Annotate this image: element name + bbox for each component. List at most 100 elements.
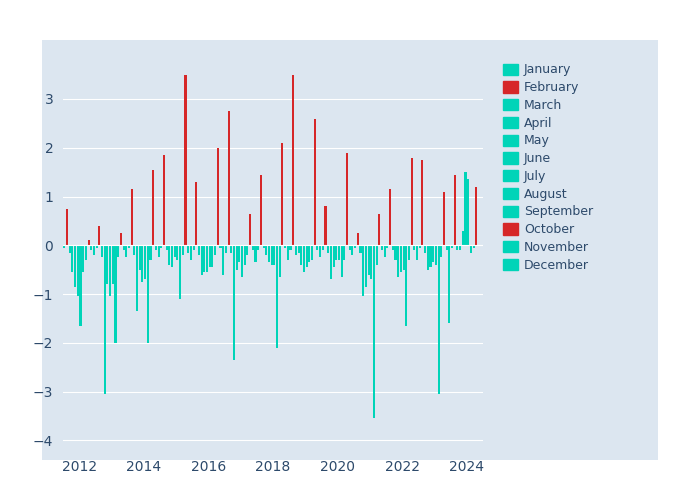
Bar	[397, 245, 399, 277]
Bar	[392, 245, 394, 250]
Bar	[158, 245, 160, 258]
Bar	[90, 245, 92, 250]
Bar	[117, 245, 119, 258]
Bar	[96, 245, 98, 248]
Bar	[136, 245, 138, 311]
Bar	[440, 245, 442, 258]
Bar	[209, 245, 211, 267]
Bar	[120, 233, 122, 245]
Bar	[411, 158, 413, 245]
Bar	[351, 245, 354, 255]
Bar	[381, 245, 383, 250]
Bar	[435, 245, 437, 265]
Bar	[144, 245, 146, 280]
Bar	[152, 170, 154, 245]
Bar	[176, 245, 178, 260]
Bar	[98, 226, 100, 245]
Bar	[376, 245, 378, 265]
Bar	[271, 245, 273, 265]
Bar	[443, 192, 445, 245]
Bar	[88, 240, 90, 245]
Bar	[330, 245, 332, 280]
Bar	[252, 245, 254, 250]
Bar	[101, 245, 103, 258]
Bar	[314, 118, 316, 245]
Bar	[384, 245, 386, 258]
Bar	[265, 245, 267, 255]
Bar	[193, 245, 195, 250]
Bar	[104, 245, 106, 394]
Bar	[182, 245, 184, 255]
Bar	[465, 172, 466, 245]
Bar	[163, 155, 165, 245]
Bar	[203, 245, 205, 272]
Bar	[268, 245, 270, 262]
Bar	[386, 245, 389, 248]
Bar	[311, 245, 313, 260]
Bar	[77, 245, 79, 296]
Bar	[346, 152, 348, 245]
Bar	[260, 174, 262, 245]
Bar	[402, 245, 405, 270]
Bar	[71, 245, 74, 272]
Bar	[279, 245, 281, 277]
Bar	[122, 245, 125, 250]
Bar	[427, 245, 429, 270]
Bar	[343, 245, 345, 260]
Bar	[430, 245, 431, 267]
Bar	[139, 245, 141, 270]
Bar	[400, 245, 402, 272]
Bar	[174, 245, 176, 258]
Bar	[190, 245, 192, 260]
Bar	[201, 245, 203, 274]
Bar	[166, 245, 168, 250]
Bar	[306, 245, 308, 267]
Bar	[308, 245, 310, 262]
Bar	[454, 174, 456, 245]
Bar	[446, 245, 448, 250]
Bar	[241, 245, 243, 277]
Bar	[408, 245, 410, 260]
Bar	[34, 196, 36, 245]
Bar	[470, 245, 472, 252]
Bar	[185, 74, 186, 245]
Bar	[255, 245, 256, 262]
Bar	[106, 245, 108, 284]
Bar	[211, 245, 214, 267]
Bar	[228, 111, 230, 245]
Bar	[222, 245, 224, 274]
Bar	[413, 245, 415, 250]
Bar	[290, 245, 291, 250]
Bar	[456, 245, 459, 250]
Bar	[295, 245, 297, 255]
Bar	[475, 186, 477, 245]
Bar	[220, 245, 221, 248]
Bar	[195, 182, 197, 245]
Bar	[115, 245, 116, 343]
Bar	[58, 245, 60, 250]
Bar	[327, 245, 329, 252]
Bar	[316, 245, 319, 250]
Bar	[262, 245, 265, 248]
Bar	[335, 245, 337, 260]
Bar	[373, 245, 375, 418]
Bar	[236, 245, 238, 270]
Bar	[298, 245, 300, 252]
Bar	[131, 189, 133, 245]
Bar	[389, 189, 391, 245]
Bar	[319, 245, 321, 258]
Bar	[368, 245, 370, 274]
Bar	[125, 245, 127, 258]
Bar	[93, 245, 95, 255]
Bar	[419, 245, 421, 248]
Bar	[459, 245, 461, 250]
Bar	[362, 245, 364, 296]
Bar	[341, 245, 343, 277]
Bar	[370, 245, 372, 280]
Bar	[230, 245, 232, 252]
Bar	[155, 245, 157, 250]
Bar	[354, 245, 356, 248]
Bar	[365, 245, 367, 286]
Bar	[300, 245, 302, 265]
Bar	[462, 230, 464, 245]
